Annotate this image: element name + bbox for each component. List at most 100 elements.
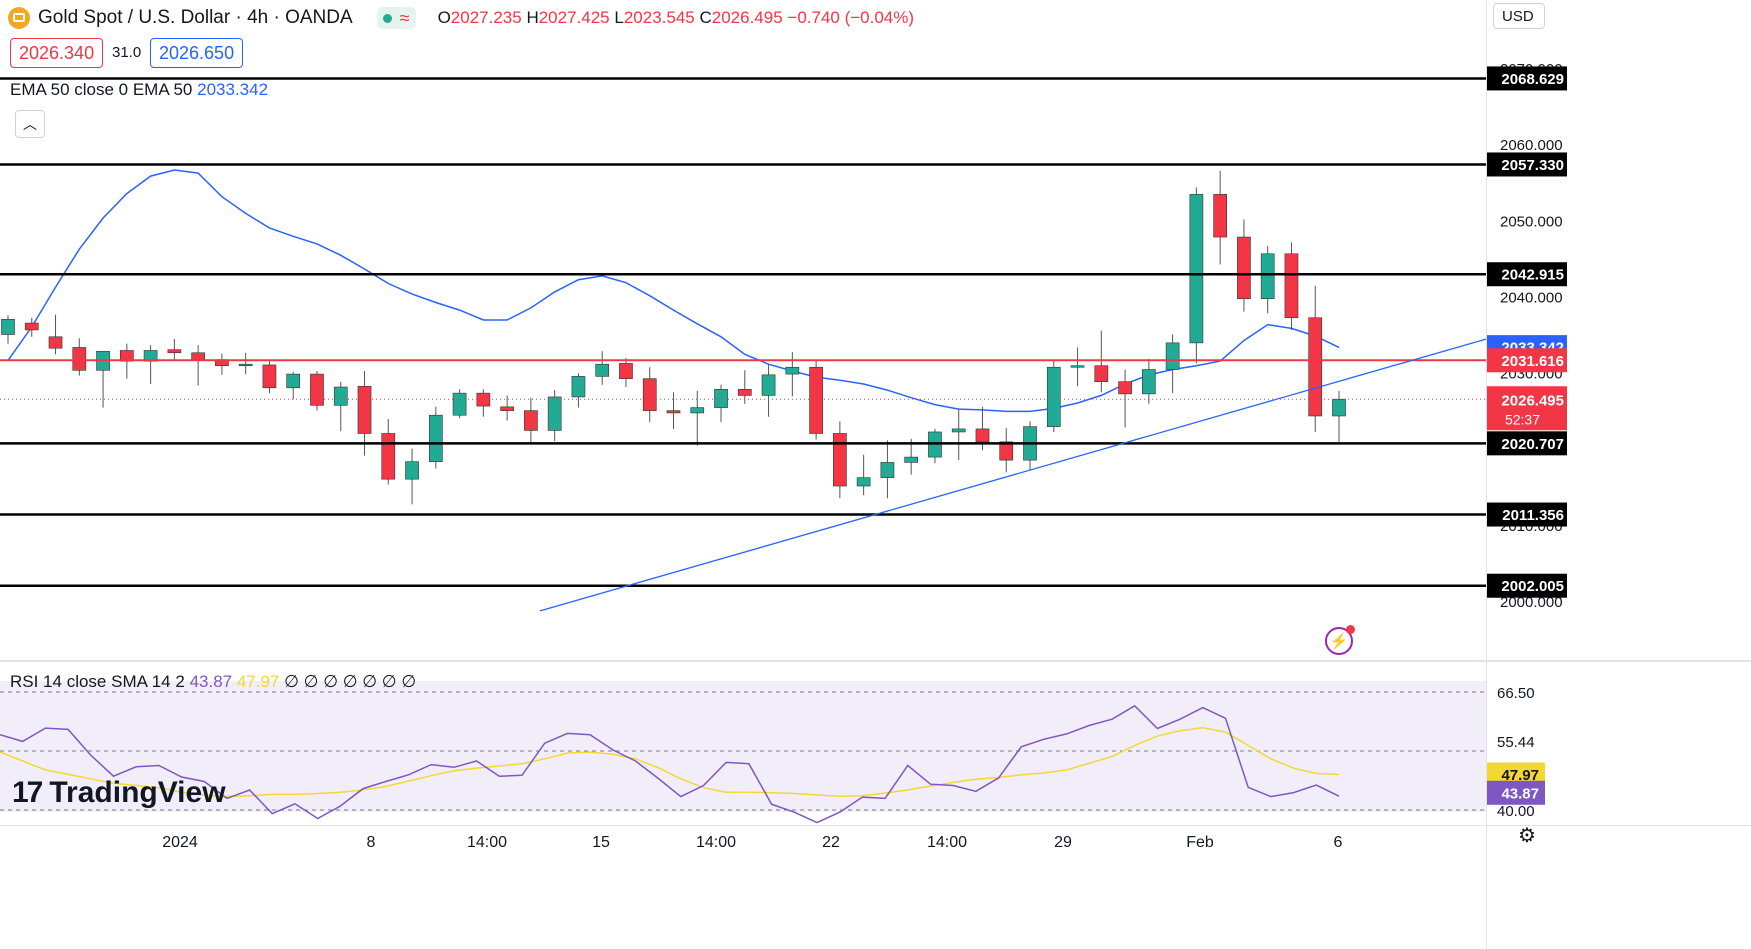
candle-body bbox=[476, 392, 491, 407]
collapse-legend-button[interactable]: ︿ bbox=[15, 110, 45, 138]
data-delay-icon: ≈ bbox=[399, 8, 410, 28]
header: Gold Spot / U.S. Dollar · 4h · OANDA ≈ O… bbox=[8, 6, 914, 30]
candle-body bbox=[191, 352, 205, 360]
candle-body bbox=[880, 462, 895, 478]
rsi-tick-label: 40.00 bbox=[1497, 803, 1535, 820]
time-tick-label: 2024 bbox=[162, 834, 198, 851]
candle-body bbox=[1332, 398, 1346, 417]
candle-body bbox=[690, 407, 705, 414]
low-value: 2023.545 bbox=[623, 8, 695, 27]
rsi-legend-label: RSI 14 close SMA 14 2 bbox=[10, 672, 185, 691]
level-price-label-bg bbox=[1487, 152, 1567, 177]
rsi-current-label-bg bbox=[1487, 780, 1545, 805]
candle-body bbox=[975, 428, 990, 443]
candle-body bbox=[951, 428, 966, 433]
candle-body bbox=[286, 373, 301, 389]
candle-body bbox=[1189, 194, 1204, 344]
candle-body bbox=[1260, 253, 1275, 300]
candle-body bbox=[904, 456, 919, 463]
level-price-label-bg bbox=[1487, 66, 1567, 91]
candle-body bbox=[1, 318, 15, 335]
tradingview-logo[interactable]: 17 TradingView bbox=[12, 776, 226, 810]
candle-body bbox=[761, 374, 776, 396]
price-axis: 2070.0002060.0002050.0002040.0002030.000… bbox=[1487, 61, 1567, 611]
candle-body bbox=[714, 389, 728, 408]
candle-body bbox=[357, 385, 372, 434]
change-value: −0.740 (−0.04%) bbox=[787, 8, 915, 27]
time-tick-label: 6 bbox=[1334, 834, 1343, 851]
rsi-sma-legend-value: 47.97 bbox=[236, 672, 280, 691]
time-tick-label: 14:00 bbox=[927, 834, 967, 851]
time-tick-label: 8 bbox=[367, 834, 376, 851]
tradingview-mark-icon: 17 bbox=[12, 776, 43, 809]
close-value: 2026.495 bbox=[711, 8, 783, 27]
candle-body bbox=[24, 322, 39, 331]
ema50-path bbox=[7, 169, 1340, 413]
rsi-current-label: 43.87 bbox=[1501, 785, 1539, 802]
candle-body bbox=[571, 376, 586, 398]
candle-body bbox=[1142, 369, 1156, 395]
trend-line bbox=[539, 338, 1487, 612]
gold-symbol-icon bbox=[8, 7, 30, 29]
level-price-label-bg bbox=[1487, 573, 1567, 598]
open-value: 2027.235 bbox=[450, 8, 522, 27]
candle-body bbox=[500, 406, 514, 411]
chevron-up-icon: ︿ bbox=[23, 116, 37, 132]
candle-body bbox=[167, 349, 182, 354]
candle-body bbox=[1094, 365, 1109, 383]
symbol-title[interactable]: Gold Spot / U.S. Dollar · 4h · OANDA bbox=[38, 7, 353, 28]
candle-body bbox=[809, 366, 823, 434]
level-price-label: 2002.005 bbox=[1501, 578, 1564, 595]
open-label: O bbox=[437, 8, 451, 27]
currency-selector[interactable]: USD bbox=[1493, 3, 1545, 29]
sell-button[interactable]: 2026.340 bbox=[10, 38, 104, 68]
horizontal-levels bbox=[0, 77, 1486, 587]
market-status[interactable]: ≈ bbox=[376, 7, 416, 29]
level-price-label: 2068.629 bbox=[1501, 71, 1564, 88]
candle-body bbox=[262, 364, 277, 389]
candle-body bbox=[72, 347, 87, 371]
candle-body bbox=[1308, 317, 1323, 417]
rsi-path bbox=[0, 704, 1340, 824]
low-label: L bbox=[614, 8, 624, 27]
settings-gear-icon[interactable]: ⚙ bbox=[1518, 825, 1536, 847]
rsi-legend-extra: ∅ ∅ ∅ ∅ ∅ ∅ ∅ bbox=[284, 672, 417, 691]
candle-body bbox=[1237, 236, 1251, 300]
candle-body bbox=[547, 396, 562, 431]
time-tick-label: 14:00 bbox=[467, 834, 507, 851]
candle-body bbox=[619, 363, 633, 379]
countdown-label: 52:37 bbox=[1505, 411, 1540, 427]
candle-body bbox=[1070, 365, 1085, 368]
rsi-sma-current-label: 47.97 bbox=[1501, 767, 1539, 784]
candle-body bbox=[524, 410, 538, 431]
candle-body bbox=[856, 477, 871, 487]
candle-body bbox=[1165, 342, 1180, 370]
buy-button[interactable]: 2026.650 bbox=[150, 38, 244, 68]
candle-body bbox=[666, 410, 681, 414]
candle-body bbox=[1046, 366, 1061, 427]
spread-value: 31.0 bbox=[112, 44, 142, 61]
candle-body bbox=[381, 433, 396, 480]
candle-body bbox=[1213, 194, 1227, 238]
candle-body bbox=[1118, 381, 1132, 395]
time-tick-label: 22 bbox=[822, 834, 840, 851]
candle-body bbox=[452, 392, 467, 416]
level-price-label: 2042.915 bbox=[1501, 267, 1564, 284]
price-tick-label: 2000.000 bbox=[1500, 594, 1563, 611]
level-price-label-bg bbox=[1487, 502, 1567, 527]
market-open-dot-icon bbox=[382, 13, 392, 23]
time-axis: 2024 8 14:00 15 14:00 22 14:00 29 Feb 6 bbox=[162, 834, 1342, 851]
ema-legend[interactable]: EMA 50 close 0 EMA 50 2033.342 bbox=[10, 80, 268, 100]
resistance-price-label-bg bbox=[1487, 348, 1567, 373]
candle-body bbox=[1284, 253, 1299, 319]
rsi-legend[interactable]: RSI 14 close SMA 14 2 43.87 47.97 ∅ ∅ ∅ … bbox=[10, 672, 416, 692]
time-tick-label: Feb bbox=[1186, 834, 1214, 851]
time-tick-label: 14:00 bbox=[696, 834, 736, 851]
lightning-alert-icon[interactable]: ⚡ bbox=[1325, 625, 1355, 655]
level-price-label: 2020.707 bbox=[1501, 436, 1564, 453]
high-value: 2027.425 bbox=[538, 8, 610, 27]
candle-body bbox=[833, 433, 847, 487]
tradingview-wordmark: TradingView bbox=[49, 776, 226, 809]
ohlc-values: O2027.235 H2027.425 L2023.545 C2026.495 … bbox=[438, 8, 914, 28]
